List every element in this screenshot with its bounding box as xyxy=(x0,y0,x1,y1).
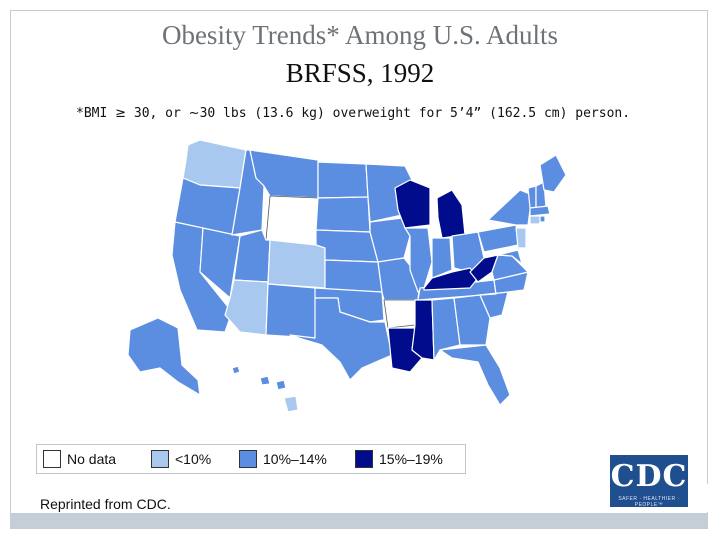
state-texas xyxy=(289,297,393,381)
state-florida xyxy=(439,344,511,406)
state-north-dakota xyxy=(317,161,369,199)
legend-label-15-19: 15%–19% xyxy=(379,451,443,467)
legend-item-no-data: No data xyxy=(43,449,116,469)
slide-subtitle: BRFSS, 1992 xyxy=(285,58,435,88)
footer-band xyxy=(10,513,708,529)
state-mississippi xyxy=(411,299,435,361)
state-rhode-island xyxy=(539,215,546,223)
state-utah xyxy=(233,229,271,283)
state-kansas xyxy=(324,259,383,293)
state-wyoming xyxy=(265,195,319,246)
credit-box xyxy=(32,484,708,512)
footnote-part-a: *BMI xyxy=(76,106,116,121)
state-arizona xyxy=(224,279,269,336)
state-washington xyxy=(182,139,247,189)
state-hawaii-3 xyxy=(275,379,287,391)
footnote-ge-symbol: ≥ xyxy=(115,106,127,121)
bmi-footnote: *BMI ≥ 30, or ~30 lbs (13.6 kg) overweig… xyxy=(76,106,630,121)
credit-text: Reprinted from CDC. xyxy=(40,496,171,512)
state-new-york xyxy=(487,189,533,226)
legend-item-10-14: 10%–14% xyxy=(239,449,327,469)
footnote-part-b: 30, or xyxy=(126,106,189,121)
state-hawaii-2 xyxy=(259,375,271,386)
legend-swatch-10-14 xyxy=(239,450,257,468)
cdc-logo-tagline: SAFER · HEALTHIER · PEOPLE™ xyxy=(618,496,680,508)
state-massachusetts xyxy=(529,205,551,217)
footnote-approx-symbol: ~ xyxy=(188,106,200,121)
state-connecticut xyxy=(529,215,541,225)
state-new-mexico xyxy=(265,283,317,339)
state-alabama xyxy=(431,297,461,361)
legend-label-lt10: <10% xyxy=(175,451,212,467)
state-pennsylvania xyxy=(477,224,519,253)
state-hawaii-4 xyxy=(283,395,299,413)
legend-swatch-lt10 xyxy=(151,450,169,468)
state-maryland xyxy=(497,249,523,265)
legend-item-lt10: <10% xyxy=(151,449,211,469)
slide-title: Obesity Trends* Among U.S. Adults xyxy=(161,20,559,50)
state-south-dakota xyxy=(315,196,371,233)
state-new-jersey xyxy=(515,227,527,249)
state-wisconsin xyxy=(394,179,431,229)
cdc-logo: CDC SAFER · HEALTHIER · PEOPLE™ xyxy=(610,455,688,508)
map-legend: No data <10% 10%–14% 15%–19% xyxy=(36,444,466,474)
legend-label-10-14: 10%–14% xyxy=(263,451,327,467)
cdc-logo-text: CDC xyxy=(610,459,688,494)
legend-swatch-no-data xyxy=(43,450,61,468)
state-alaska xyxy=(127,317,201,396)
footnote-part-c: 30 lbs (13.6 kg) overweight for 5’4” (16… xyxy=(199,106,631,121)
state-indiana xyxy=(431,237,453,279)
legend-swatch-15-19 xyxy=(355,450,373,468)
state-vermont xyxy=(527,185,537,209)
legend-item-15-19: 15%–19% xyxy=(355,449,443,469)
state-nebraska xyxy=(315,229,379,263)
state-hawaii-1 xyxy=(231,365,241,375)
legend-label-no-data: No data xyxy=(67,451,117,467)
state-michigan xyxy=(436,189,466,239)
state-arkansas xyxy=(383,299,419,329)
state-colorado xyxy=(267,239,326,289)
state-maine xyxy=(539,154,567,193)
state-georgia xyxy=(453,294,491,346)
